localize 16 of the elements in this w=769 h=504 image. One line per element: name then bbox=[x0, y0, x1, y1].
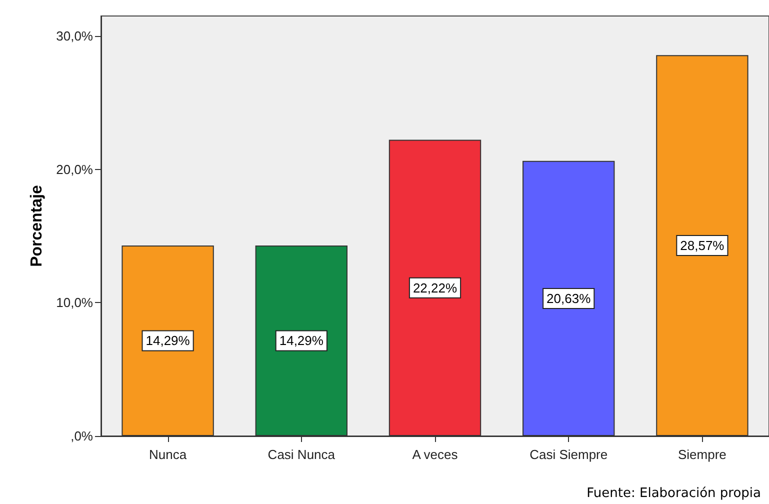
y-tick-label: 30,0% bbox=[56, 28, 94, 44]
x-tick-label: Siempre bbox=[678, 447, 726, 462]
data-label: 14,29% bbox=[146, 333, 190, 348]
x-tick-label: Casi Nunca bbox=[268, 447, 336, 462]
y-tick-label: ,0% bbox=[70, 428, 94, 444]
x-tick-label: Nunca bbox=[149, 447, 188, 462]
source-note: Fuente: Elaboración propia bbox=[586, 486, 762, 501]
y-tick-label: 10,0% bbox=[56, 295, 94, 310]
data-label: 28,57% bbox=[680, 238, 725, 254]
y-axis-title: Porcentaje bbox=[28, 184, 46, 267]
data-label: 20,63% bbox=[546, 290, 592, 306]
y-tick-label: 20,0% bbox=[56, 162, 94, 177]
data-label: 22,22% bbox=[412, 280, 458, 296]
x-tick-label: Casi Siempre bbox=[530, 447, 608, 462]
data-label: 14,29% bbox=[279, 333, 324, 348]
x-tick-label: A veces bbox=[412, 447, 458, 462]
